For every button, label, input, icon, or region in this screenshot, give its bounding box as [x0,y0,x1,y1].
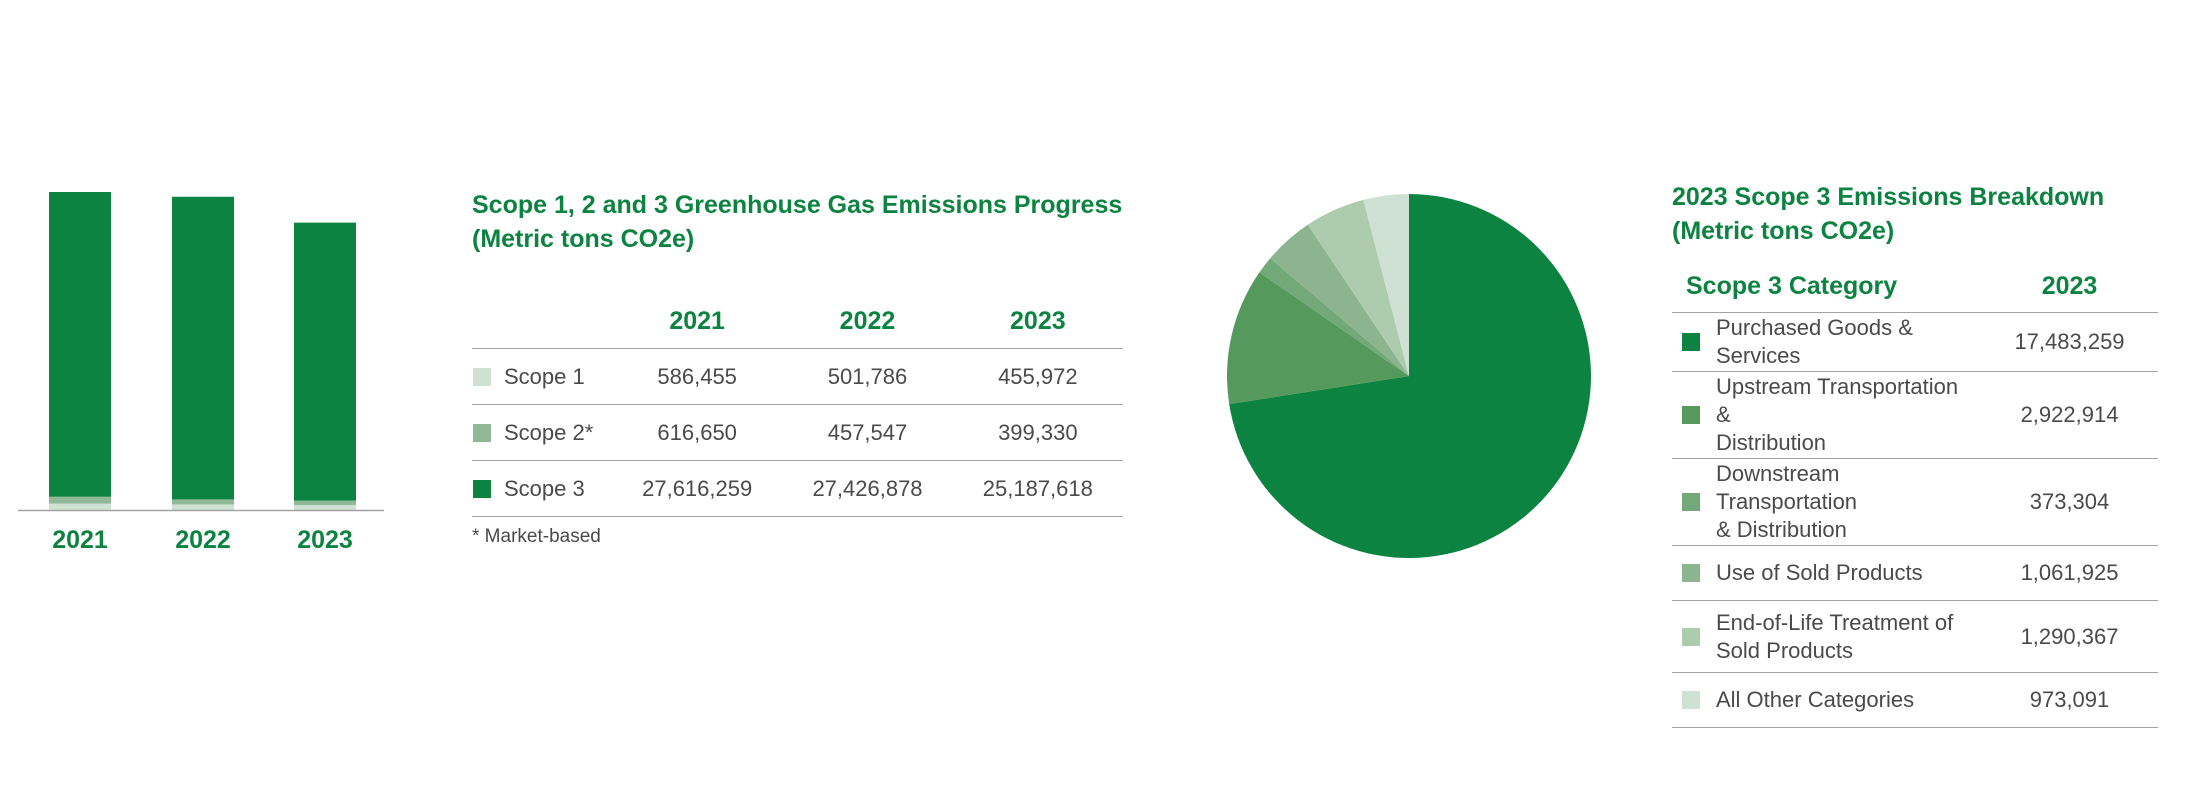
legend-swatch [473,479,491,498]
table-row: Upstream Transportation & Distribution 2,9… [1672,371,2158,459]
table-header-row: 2021 2022 2023 [472,294,1123,349]
legend-swatch [1682,493,1700,511]
category-label: End-of-Life Treatment of Sold Products [1716,609,1966,665]
scope3-breakdown-heading: 2023 Scope 3 Emissions Breakdown (Metric… [1672,180,2104,248]
value-cell: 27,426,878 [782,460,953,517]
legend-swatch [1682,406,1700,424]
table-row: Downstream Transportation & Distribution 3… [1672,458,2158,546]
bar-2023-scope1 [294,504,356,510]
bar-2023-scope2 [294,500,356,505]
legend-swatch [1682,333,1700,351]
scope3-breakdown-units: (Metric tons CO2e) [1672,217,1895,245]
bar-2023-scope3 [294,222,356,501]
bar-2021-scope3 [49,191,111,497]
value-cell: 2,922,914 [1981,371,2158,459]
category-label-line: Downstream Transportation [1716,461,1858,514]
legend-swatch [1682,691,1700,709]
market-based-footnote: * Market-based [472,526,601,547]
category-label-line: Purchased Goods & Services [1716,315,1913,368]
value-cell: 455,972 [952,348,1123,405]
category-label-line: Upstream Transportation & [1716,374,1959,427]
header-scope3-category: Scope 3 Category [1672,260,1981,313]
bar-2022-scope1 [172,504,234,510]
category-label-line: Distribution [1716,430,1827,455]
table-row: End-of-Life Treatment of Sold Products 1,2… [1672,600,2158,673]
legend-swatch [473,423,491,442]
row-label-cell: Scope 3 [472,460,612,517]
header-blank-cell [472,294,612,349]
category-label-line: End-of-Life Treatment of [1716,609,1954,635]
pie-slice-0 [1229,194,1591,558]
value-cell: 373,304 [1981,458,2158,546]
header-year-2021: 2021 [612,294,783,349]
row-label: Scope 2* [504,419,594,445]
row-label-cell: Scope 1 [472,348,612,405]
value-cell: 25,187,618 [952,460,1123,517]
value-cell: 973,091 [1981,672,2158,728]
value-cell: 616,650 [612,404,783,461]
table-row: All Other Categories 973,091 [1672,672,2158,728]
table-row: Scope 2* 616,650 457,547 399,330 [472,404,1123,461]
emissions-progress-title: Scope 1, 2 and 3 Greenhouse Gas Emission… [472,191,1123,219]
category-label: Use of Sold Products [1716,559,1966,587]
x-tick-label: 2023 [297,526,353,554]
bar-2021-scope2 [49,496,111,504]
value-cell: 586,455 [612,348,783,405]
category-cell: Downstream Transportation & Distribution [1672,458,1981,546]
scope3-pie-chart [1227,194,1591,558]
category-label-line: Sold Products [1716,637,1853,663]
pie-slice-5 [1363,194,1409,376]
category-label: Downstream Transportation & Distribution [1716,460,1966,544]
value-cell: 1,290,367 [1981,600,2158,673]
category-cell: Purchased Goods & Services [1672,312,1981,372]
value-cell: 457,547 [782,404,953,461]
category-label-line: All Other Categories [1716,687,1915,712]
table-header-row: Scope 3 Category 2023 [1672,260,2158,313]
row-label: Scope 3 [504,475,585,501]
value-cell: 1,061,925 [1981,545,2158,601]
table-row: Scope 1 586,455 501,786 455,972 [472,348,1123,405]
bar-2021-scope1 [49,503,111,510]
category-label-line: & Distribution [1716,517,1847,542]
category-label: Upstream Transportation & Distribution [1716,373,1966,457]
value-cell: 399,330 [952,404,1123,461]
emissions-progress-table: 2021 2022 2023 Scope 1 586,455 501,786 455,… [472,294,1123,517]
pie-slice-4 [1307,199,1409,376]
category-cell: Use of Sold Products [1672,545,1981,601]
table-row: Purchased Goods & Services 17,483,259 [1672,312,2158,372]
category-cell: End-of-Life Treatment of Sold Products [1672,600,1981,673]
bar-2022-scope3 [172,196,234,500]
scope3-breakdown-title: 2023 Scope 3 Emissions Breakdown [1672,183,2105,211]
emissions-progress-units: (Metric tons CO2e) [472,225,695,253]
table-row: Scope 3 27,616,259 27,426,878 25,187,618 [472,460,1123,517]
category-label-line: Use of Sold Products [1716,560,1923,585]
legend-swatch [1682,564,1700,582]
legend-swatch [473,367,491,386]
category-label: Purchased Goods & Services [1716,314,1966,370]
scope3-breakdown-table: Scope 3 Category 2023 Purchased Goods & … [1672,260,2158,728]
header-year-2023: 2023 [1981,260,2158,313]
x-tick-label: 2022 [175,526,231,554]
row-label: Scope 1 [504,363,585,389]
bar-2022-scope2 [172,499,234,505]
value-cell: 27,616,259 [612,460,783,517]
row-label-cell: Scope 2* [472,404,612,461]
x-tick-label: 2021 [52,526,108,554]
legend-swatch [1682,627,1700,646]
pie-slice-3 [1270,224,1409,376]
value-cell: 501,786 [782,348,953,405]
stacked-bar-chart: 2021 2022 2023 [18,191,384,554]
header-year-2023: 2023 [952,294,1123,349]
emissions-progress-heading: Scope 1, 2 and 3 Greenhouse Gas Emission… [472,188,1122,256]
category-cell: All Other Categories [1672,672,1981,728]
category-label: All Other Categories [1716,686,1966,714]
pie-slice-1 [1227,272,1409,405]
pie-slice-2 [1259,258,1409,376]
table-row: Use of Sold Products 1,061,925 [1672,545,2158,601]
value-cell: 17,483,259 [1981,312,2158,372]
header-year-2022: 2022 [782,294,953,349]
category-cell: Upstream Transportation & Distribution [1672,371,1981,459]
